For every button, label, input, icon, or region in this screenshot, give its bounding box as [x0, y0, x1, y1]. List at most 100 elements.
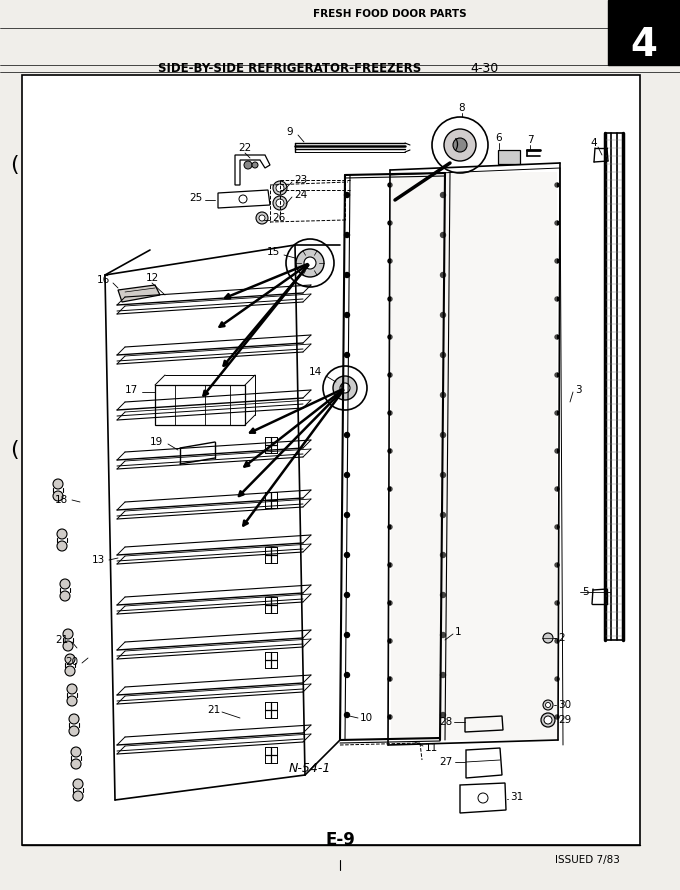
Circle shape: [388, 411, 392, 415]
Circle shape: [441, 713, 445, 717]
Circle shape: [555, 677, 559, 681]
Circle shape: [67, 684, 77, 694]
Circle shape: [441, 553, 445, 557]
Circle shape: [345, 352, 350, 358]
Text: 11: 11: [425, 743, 438, 753]
Text: 8: 8: [459, 103, 465, 113]
Circle shape: [239, 195, 247, 203]
Circle shape: [388, 373, 392, 377]
Text: N-54-1: N-54-1: [289, 762, 331, 774]
Circle shape: [244, 161, 252, 169]
Circle shape: [441, 473, 445, 478]
Bar: [608, 0, 680, 65]
Circle shape: [276, 184, 284, 192]
Circle shape: [345, 192, 350, 198]
Circle shape: [345, 673, 350, 677]
Circle shape: [441, 513, 445, 517]
Text: 17: 17: [124, 385, 138, 395]
Circle shape: [67, 696, 77, 706]
Bar: [498, 150, 520, 164]
Circle shape: [555, 335, 559, 339]
Text: SIDE-BY-SIDE REFRIGERATOR-FREEZERS: SIDE-BY-SIDE REFRIGERATOR-FREEZERS: [158, 61, 422, 75]
Circle shape: [286, 239, 334, 287]
Text: 27: 27: [440, 757, 453, 767]
Circle shape: [444, 129, 476, 161]
Circle shape: [388, 563, 392, 567]
Circle shape: [345, 713, 350, 717]
Text: ): ): [454, 138, 460, 152]
Circle shape: [544, 716, 552, 724]
Circle shape: [345, 633, 350, 637]
Circle shape: [555, 183, 559, 187]
Circle shape: [543, 700, 553, 710]
Circle shape: [57, 541, 67, 551]
Circle shape: [555, 639, 559, 643]
Circle shape: [69, 726, 79, 736]
Text: 26: 26: [272, 213, 285, 223]
Circle shape: [555, 297, 559, 301]
Text: ISSUED 7/83: ISSUED 7/83: [555, 855, 620, 865]
Circle shape: [65, 666, 75, 676]
Circle shape: [296, 249, 324, 277]
Text: 31: 31: [510, 792, 523, 802]
Circle shape: [432, 117, 488, 173]
Text: (: (: [339, 382, 345, 394]
Circle shape: [333, 376, 357, 400]
Circle shape: [388, 715, 392, 719]
Circle shape: [73, 791, 83, 801]
Circle shape: [345, 553, 350, 557]
Circle shape: [388, 639, 392, 643]
Circle shape: [69, 714, 79, 724]
Circle shape: [53, 479, 63, 489]
Circle shape: [252, 162, 258, 168]
Text: (: (: [10, 155, 18, 175]
Circle shape: [541, 713, 555, 727]
Circle shape: [388, 259, 392, 263]
Text: 3: 3: [575, 385, 581, 395]
Text: (: (: [10, 440, 18, 460]
Text: 14: 14: [309, 367, 322, 377]
Circle shape: [555, 373, 559, 377]
Circle shape: [71, 747, 81, 757]
Circle shape: [388, 487, 392, 491]
Text: 1: 1: [668, 40, 675, 50]
Circle shape: [273, 196, 287, 210]
Circle shape: [63, 641, 73, 651]
Text: 18: 18: [55, 495, 68, 505]
Circle shape: [441, 673, 445, 677]
Polygon shape: [118, 285, 160, 302]
Text: 22: 22: [239, 143, 252, 153]
Circle shape: [63, 629, 73, 639]
Text: E-9: E-9: [325, 831, 355, 849]
Circle shape: [441, 312, 445, 318]
Circle shape: [555, 563, 559, 567]
Circle shape: [555, 487, 559, 491]
Circle shape: [478, 793, 488, 803]
Circle shape: [441, 272, 445, 278]
Bar: [391, 172, 557, 740]
Text: 2: 2: [558, 633, 564, 643]
Circle shape: [555, 221, 559, 225]
Circle shape: [65, 654, 75, 664]
Circle shape: [441, 433, 445, 438]
Circle shape: [345, 593, 350, 597]
Circle shape: [441, 232, 445, 238]
Text: 5: 5: [582, 587, 589, 597]
Circle shape: [345, 392, 350, 398]
Circle shape: [340, 383, 350, 393]
Circle shape: [345, 433, 350, 438]
Text: 21: 21: [207, 705, 220, 715]
Text: 10: 10: [360, 713, 373, 723]
Text: 15: 15: [267, 247, 280, 257]
Circle shape: [441, 352, 445, 358]
Text: 23: 23: [294, 175, 307, 185]
Circle shape: [388, 601, 392, 605]
Text: FRESH FOOD DOOR PARTS: FRESH FOOD DOOR PARTS: [313, 9, 466, 19]
Circle shape: [57, 529, 67, 539]
Bar: [22, 75, 640, 845]
Circle shape: [441, 593, 445, 597]
Text: 25: 25: [189, 193, 202, 203]
Text: 4: 4: [630, 26, 658, 64]
Circle shape: [388, 449, 392, 453]
Text: 13: 13: [92, 555, 105, 565]
